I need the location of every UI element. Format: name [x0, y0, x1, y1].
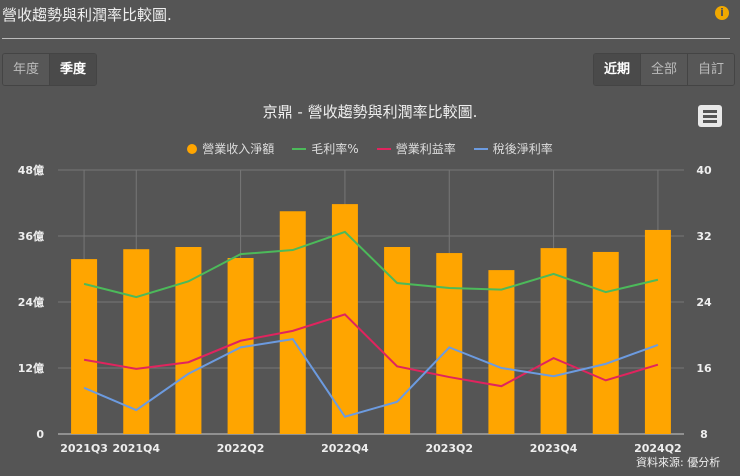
tab-all[interactable]: 全部: [640, 54, 688, 85]
legend-operating-margin[interactable]: 營業利益率: [376, 140, 456, 157]
y-right-tick-label: 40: [696, 164, 712, 177]
tab-annual[interactable]: 年度: [3, 54, 51, 85]
legend-revenue[interactable]: 營業收入淨額: [187, 140, 274, 157]
legend-line-icon: [473, 147, 488, 150]
legend-label: 營業利益率: [395, 142, 456, 156]
x-tick-label: 2024Q2: [634, 442, 682, 455]
y-left-tick-label: 12億: [18, 361, 44, 375]
bar-revenue: [436, 253, 463, 434]
bar-revenue: [592, 251, 619, 434]
legend-dot-icon: [187, 143, 198, 154]
y-left-tick-label: 0: [36, 428, 44, 441]
divider: [2, 38, 730, 39]
tab-recent[interactable]: 近期: [593, 54, 641, 85]
tab-custom[interactable]: 自訂: [687, 54, 734, 85]
bar-revenue: [644, 229, 671, 434]
x-tick-label: 2021Q3: [60, 442, 108, 455]
info-icon[interactable]: i: [715, 6, 729, 20]
x-tick-label: 2023Q2: [425, 442, 473, 455]
y-left-tick-label: 24億: [18, 295, 44, 309]
bar-revenue: [71, 259, 98, 434]
hamburger-menu-icon[interactable]: [698, 105, 722, 127]
legend-label: 營業收入淨額: [202, 142, 275, 156]
x-tick-label: 2022Q2: [217, 442, 265, 455]
line-series-1: [83, 230, 659, 299]
y-right-tick-label: 32: [696, 230, 711, 243]
y-left-tick-label: 36億: [18, 229, 44, 243]
line-series-2: [83, 313, 659, 388]
bar-revenue: [279, 211, 306, 434]
tab-quarterly[interactable]: 季度: [50, 54, 97, 85]
period-toggle: 年度 季度: [2, 53, 98, 86]
line-series-3: [83, 338, 659, 418]
legend-line-icon: [376, 147, 391, 150]
legend-label: 毛利率%: [311, 142, 359, 156]
chart-title: 京鼎 - 營收趨勢與利潤率比較圖.: [262, 103, 478, 121]
bar-revenue: [540, 248, 567, 434]
bar-revenue: [331, 204, 358, 434]
bar-revenue: [175, 247, 202, 434]
range-toggle: 近期 全部 自訂: [592, 53, 735, 86]
legend-gross-margin[interactable]: 毛利率%: [292, 140, 359, 157]
y-right-tick-label: 8: [700, 428, 708, 441]
legend-label: 稅後淨利率: [492, 142, 553, 156]
y-right-tick-label: 24: [696, 296, 712, 309]
x-tick-label: 2023Q4: [530, 442, 578, 455]
page-title: 營收趨勢與利潤率比較圖.: [2, 6, 172, 24]
x-tick-label: 2022Q4: [321, 442, 369, 455]
y-left-tick-label: 48億: [18, 163, 44, 177]
legend: 營業收入淨額 毛利率% 營業利益率 稅後淨利率: [0, 140, 740, 157]
x-tick-label: 2021Q4: [112, 442, 160, 455]
y-right-tick-label: 16: [696, 362, 712, 375]
data-source: 資料來源: 優分析: [636, 456, 721, 469]
legend-line-icon: [292, 147, 307, 150]
bar-revenue: [488, 270, 515, 434]
legend-net-margin[interactable]: 稅後淨利率: [473, 140, 553, 157]
